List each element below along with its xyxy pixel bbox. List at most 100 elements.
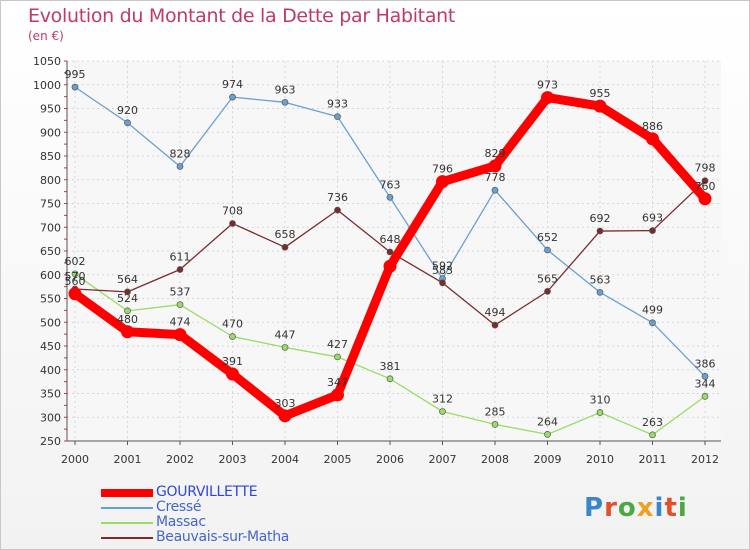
data-label-gourvillette: 303 bbox=[275, 397, 296, 410]
y-tick-label: 750 bbox=[40, 198, 61, 211]
data-point-gourvillette bbox=[121, 325, 134, 339]
logo-letter: x bbox=[636, 493, 655, 523]
data-label-gourvillette: 796 bbox=[432, 163, 453, 176]
data-point-cresse bbox=[229, 93, 236, 101]
data-label-gourvillette: 973 bbox=[537, 79, 558, 92]
proxiti-logo: Proxiti bbox=[584, 493, 688, 523]
y-tick-label: 900 bbox=[40, 126, 61, 139]
data-label-beauvais-sur-matha: 564 bbox=[117, 273, 138, 286]
data-label-gourvillette: 474 bbox=[170, 316, 191, 329]
x-tick-label: 2007 bbox=[429, 453, 457, 466]
data-point-beauvais-sur-matha bbox=[334, 206, 341, 214]
data-point-gourvillette bbox=[383, 259, 397, 273]
y-tick-label: 300 bbox=[40, 411, 61, 424]
x-tick-label: 2009 bbox=[534, 453, 562, 466]
data-label-massac: 602 bbox=[65, 255, 86, 268]
y-tick-label: 1000 bbox=[33, 79, 61, 92]
data-point-beauvais-sur-matha bbox=[176, 266, 184, 273]
logo-letter: i bbox=[654, 493, 665, 523]
data-point-cresse bbox=[386, 193, 394, 201]
data-label-massac: 447 bbox=[275, 328, 296, 341]
data-point-gourvillette bbox=[173, 328, 187, 342]
legend-label: Cressé bbox=[156, 499, 202, 515]
data-point-massac bbox=[544, 431, 551, 438]
y-tick-label: 700 bbox=[40, 221, 61, 234]
logo-letter: o bbox=[617, 493, 637, 523]
x-tick-label: 2001 bbox=[114, 453, 142, 466]
data-label-massac: 310 bbox=[590, 394, 611, 407]
data-point-beauvais-sur-matha bbox=[229, 220, 236, 227]
data-point-massac bbox=[386, 375, 394, 383]
data-label-massac: 381 bbox=[380, 360, 401, 373]
x-tick-label: 2006 bbox=[376, 453, 404, 466]
data-point-beauvais-sur-matha bbox=[386, 248, 394, 256]
data-label-cresse: 920 bbox=[117, 104, 138, 117]
data-point-gourvillette bbox=[278, 409, 292, 423]
data-label-beauvais-sur-matha: 570 bbox=[65, 270, 86, 283]
data-point-beauvais-sur-matha bbox=[439, 279, 446, 287]
data-label-cresse: 828 bbox=[170, 147, 191, 160]
data-label-cresse: 563 bbox=[590, 273, 611, 286]
data-label-gourvillette: 886 bbox=[642, 120, 663, 133]
data-label-gourvillette: 391 bbox=[222, 355, 243, 368]
data-label-massac: 263 bbox=[642, 416, 663, 429]
x-tick-label: 2000 bbox=[61, 453, 89, 466]
data-point-gourvillette bbox=[226, 367, 239, 381]
legend-label: GOURVILLETTE bbox=[156, 484, 258, 500]
data-point-beauvais-sur-matha bbox=[281, 243, 289, 251]
data-point-gourvillette bbox=[698, 192, 712, 206]
y-tick-label: 550 bbox=[40, 293, 61, 306]
data-point-gourvillette bbox=[331, 388, 344, 402]
data-point-gourvillette bbox=[436, 175, 449, 189]
data-point-massac bbox=[281, 344, 289, 351]
data-label-gourvillette: 560 bbox=[65, 275, 86, 288]
data-point-massac bbox=[229, 333, 236, 340]
data-label-cresse: 933 bbox=[327, 98, 348, 111]
legend-swatch bbox=[101, 507, 153, 509]
data-point-gourvillette bbox=[541, 91, 554, 105]
y-tick-label: 450 bbox=[40, 340, 61, 353]
data-label-cresse: 386 bbox=[695, 357, 716, 370]
logo-letter: t bbox=[664, 493, 678, 523]
x-tick-label: 2012 bbox=[691, 453, 719, 466]
data-label-cresse: 592 bbox=[432, 260, 453, 273]
data-point-gourvillette bbox=[488, 159, 502, 173]
data-label-massac: 264 bbox=[537, 415, 558, 428]
data-label-beauvais-sur-matha: 658 bbox=[275, 228, 296, 241]
data-point-cresse bbox=[176, 163, 184, 170]
data-label-cresse: 974 bbox=[222, 78, 243, 91]
data-label-gourvillette: 829 bbox=[485, 147, 506, 160]
y-tick-label: 650 bbox=[40, 245, 61, 258]
data-label-beauvais-sur-matha: 565 bbox=[537, 272, 558, 285]
x-tick-label: 2005 bbox=[324, 453, 352, 466]
data-point-beauvais-sur-matha bbox=[124, 288, 131, 296]
x-tick-label: 2011 bbox=[639, 453, 667, 466]
logo-letter: P bbox=[584, 493, 605, 523]
data-point-massac bbox=[701, 393, 709, 400]
data-label-beauvais-sur-matha: 583 bbox=[432, 264, 453, 277]
legend-swatch bbox=[101, 522, 153, 524]
y-tick-label: 250 bbox=[40, 435, 61, 448]
data-point-massac bbox=[649, 431, 656, 439]
data-label-cresse: 778 bbox=[485, 171, 506, 184]
data-label-cresse: 995 bbox=[65, 68, 86, 81]
data-point-beauvais-sur-matha bbox=[701, 177, 709, 185]
x-tick-label: 2010 bbox=[586, 453, 614, 466]
data-label-massac: 344 bbox=[695, 377, 716, 390]
y-tick-label: 1050 bbox=[33, 55, 61, 68]
data-label-gourvillette: 760 bbox=[695, 180, 716, 193]
data-label-gourvillette: 480 bbox=[117, 313, 138, 326]
data-point-massac bbox=[596, 409, 604, 416]
data-label-massac: 427 bbox=[327, 338, 348, 351]
data-label-beauvais-sur-matha: 693 bbox=[642, 212, 663, 225]
data-point-beauvais-sur-matha bbox=[544, 288, 551, 295]
data-label-gourvillette: 955 bbox=[590, 87, 611, 100]
data-point-cresse bbox=[71, 83, 79, 91]
data-label-massac: 537 bbox=[170, 286, 191, 299]
logo-letter: i bbox=[677, 493, 688, 523]
data-point-massac bbox=[334, 353, 341, 361]
y-tick-label: 500 bbox=[40, 316, 61, 329]
y-tick-label: 400 bbox=[40, 364, 61, 377]
